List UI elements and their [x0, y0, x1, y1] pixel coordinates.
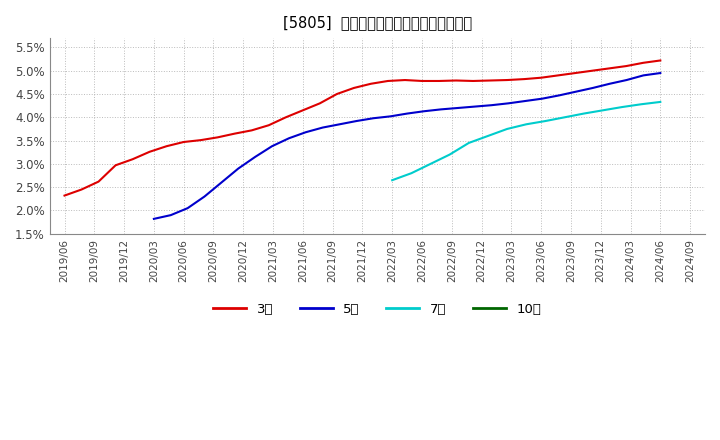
Title: [5805]  経常利益マージンの平均値の推移: [5805] 経常利益マージンの平均値の推移 [283, 15, 472, 30]
Legend: 3年, 5年, 7年, 10年: 3年, 5年, 7年, 10年 [208, 297, 546, 321]
